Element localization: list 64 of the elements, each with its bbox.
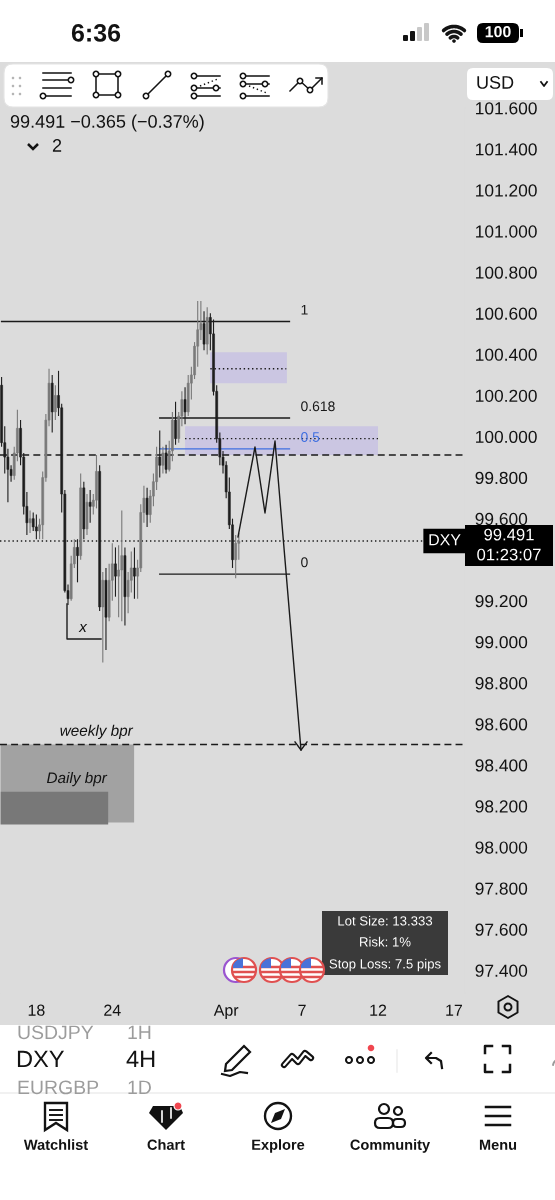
y-tick-label: 100.800 (476, 266, 537, 279)
candlestick (145, 487, 149, 528)
y-tick-label: 97.400 (475, 964, 528, 977)
y-tick-label: 100.000 (476, 430, 537, 443)
y-tick-label: 97.600 (475, 923, 528, 936)
text: 100 (485, 25, 511, 38)
text: Chart (147, 1139, 185, 1150)
annotation: Lot Size: 13.333 (338, 915, 433, 926)
y-tick-label: 98.400 (475, 759, 528, 772)
y-tick-label: 98.600 (475, 718, 528, 731)
series-label: 0.5 (301, 432, 320, 442)
text: Explore (252, 1139, 305, 1153)
candlestick (114, 546, 117, 598)
text: 6:36 (71, 24, 121, 42)
text: EURGBP (18, 1080, 99, 1095)
series-label: 0.618 (301, 401, 335, 412)
text: Watchlist (23, 1139, 88, 1150)
candlestick (54, 384, 57, 421)
y-tick-label: 101.200 (476, 184, 537, 197)
candlestick (120, 509, 124, 622)
x-tick-label: 24 (104, 1004, 121, 1016)
x-tick-label: 7 (298, 1004, 306, 1016)
annotation: 99.491 −0.365 (−0.37%) (10, 114, 204, 132)
x-tick-label: 17 (446, 1004, 463, 1016)
x-tick-label: 18 (28, 1004, 45, 1016)
series-label: 0 (301, 557, 308, 568)
band-label: Daily bpr (46, 771, 108, 787)
y-tick-label: 99.000 (475, 636, 528, 649)
candlestick (234, 534, 237, 579)
text: Community (350, 1139, 431, 1153)
ref-line-label: DXY (429, 534, 461, 546)
text: USD (477, 76, 514, 89)
y-tick-label: 99.200 (475, 594, 528, 608)
text: DXY (17, 1050, 65, 1068)
series-label: 1 (301, 304, 308, 315)
text: USDJPY (18, 1025, 94, 1040)
y-tick-label: 101.400 (476, 143, 537, 156)
x-tick-label: 12 (370, 1004, 387, 1016)
text: 99.491 (484, 528, 534, 541)
band-label: weekly bpr (60, 724, 134, 739)
text: 1D (128, 1080, 151, 1095)
text: 01:23:07 (477, 548, 541, 561)
text: 4H (126, 1050, 155, 1068)
candlestick (133, 546, 136, 600)
x-tick-label: Apr (213, 1004, 239, 1019)
y-tick-label: 98.200 (475, 800, 528, 813)
text: Menu (479, 1139, 517, 1150)
y-tick-label: 101.600 (476, 102, 537, 115)
y-tick-label: 100.600 (476, 307, 537, 320)
y-tick-label: 100.200 (476, 389, 537, 402)
candlestick (164, 444, 168, 475)
y-tick-label: 99.800 (475, 471, 528, 485)
y-tick-label: 98.000 (475, 841, 528, 854)
annotation: Stop Loss: 7.5 pips (329, 958, 441, 972)
candlestick (35, 514, 38, 540)
text: 1H (128, 1025, 151, 1040)
annotation: x (78, 623, 88, 632)
annotation: 2 (52, 139, 62, 152)
y-tick-label: 98.800 (475, 677, 528, 690)
y-tick-label: 100.400 (476, 348, 537, 361)
y-tick-label: 101.000 (476, 225, 537, 238)
y-tick-label: 99.600 (475, 512, 528, 526)
annotation: Risk: 1% (360, 936, 411, 947)
y-tick-label: 97.800 (475, 882, 528, 895)
